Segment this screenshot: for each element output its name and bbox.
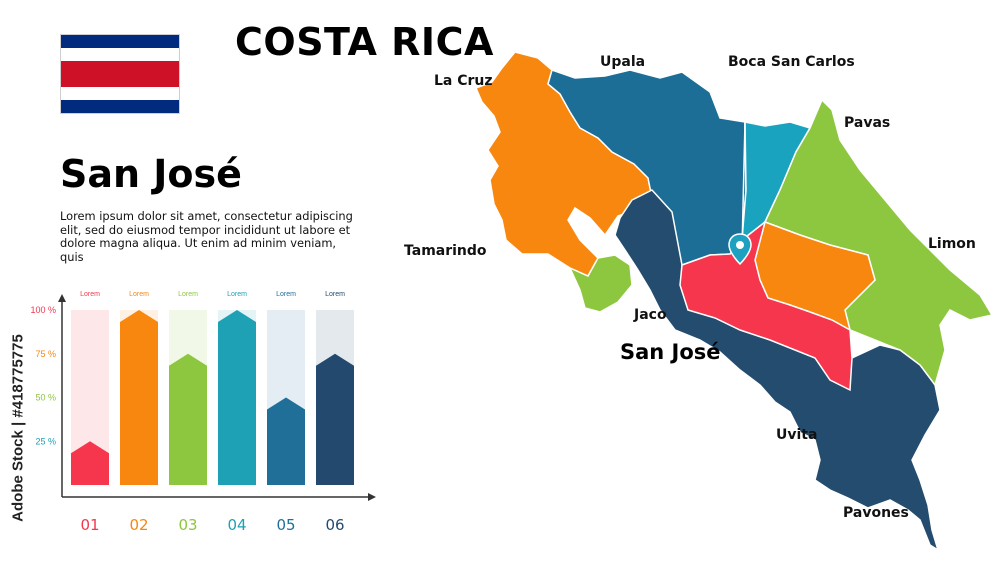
map-highlight-label: San José <box>620 340 721 364</box>
flag-stripe-white-2 <box>61 87 179 100</box>
place-label-limon: Limon <box>928 236 976 252</box>
category-label: 03 <box>178 516 197 534</box>
category-label: 04 <box>227 516 246 534</box>
province-boundary-line <box>741 121 746 251</box>
bar-top-label: Lorem <box>80 291 100 298</box>
flag-stripe-top <box>61 35 179 48</box>
category-label: 02 <box>129 516 148 534</box>
category-label: 06 <box>325 516 344 534</box>
bar-top-label: Lorem <box>325 291 345 298</box>
region-description: Lorem ipsum dolor sit amet, consectetur … <box>60 209 353 264</box>
bar-top-label: Lorem <box>276 291 296 298</box>
province-nicoya-green <box>568 254 633 313</box>
bar-top-label: Lorem <box>178 291 198 298</box>
region-name: San José <box>60 152 242 196</box>
y-axis-arrow <box>58 294 66 302</box>
bar-top-label: Lorem <box>227 291 247 298</box>
bar-03 <box>169 353 207 485</box>
place-label-tamarindo: Tamarindo <box>404 243 487 259</box>
bar-01 <box>71 441 109 485</box>
flag-stripe-red <box>61 61 179 87</box>
bar-top-label: Lorem <box>129 291 149 298</box>
x-axis-arrow <box>368 493 376 501</box>
flag-stripe-white-1 <box>61 48 179 61</box>
category-label: 05 <box>276 516 295 534</box>
y-tick-label: 50 % <box>35 393 56 403</box>
place-label-jaco: Jaco <box>634 307 667 323</box>
category-label: 01 <box>80 516 99 534</box>
watermark: Adobe Stock | #418775775 <box>9 333 27 522</box>
province-sanjose <box>679 220 853 392</box>
bar-04 <box>218 310 256 485</box>
place-label-upala: Upala <box>600 54 646 70</box>
y-tick-label: 75 % <box>35 349 56 359</box>
page-title: COSTA RICA <box>235 20 494 64</box>
place-label-la-cruz: La Cruz <box>434 73 493 89</box>
flag-stripe-bottom <box>61 100 179 113</box>
costa-rica-flag-icon <box>60 34 180 114</box>
bar-chart: 25 % 50 % 75 % 100 % Lorem 01 Lorem 02 Lorem 03 Lo… <box>30 291 376 534</box>
place-label-pavones: Pavones <box>843 505 909 521</box>
bar-02 <box>120 310 158 485</box>
costa-rica-map <box>475 51 994 552</box>
place-label-uvita: Uvita <box>776 427 818 443</box>
y-tick-label: 100 % <box>30 305 56 315</box>
place-label-pavas: Pavas <box>844 115 891 131</box>
bar-05 <box>267 397 305 485</box>
place-label-boca-san-carlos: Boca San Carlos <box>728 54 855 70</box>
bar-06 <box>316 353 354 485</box>
location-pin-icon <box>728 233 752 266</box>
y-tick-label: 25 % <box>35 436 56 446</box>
